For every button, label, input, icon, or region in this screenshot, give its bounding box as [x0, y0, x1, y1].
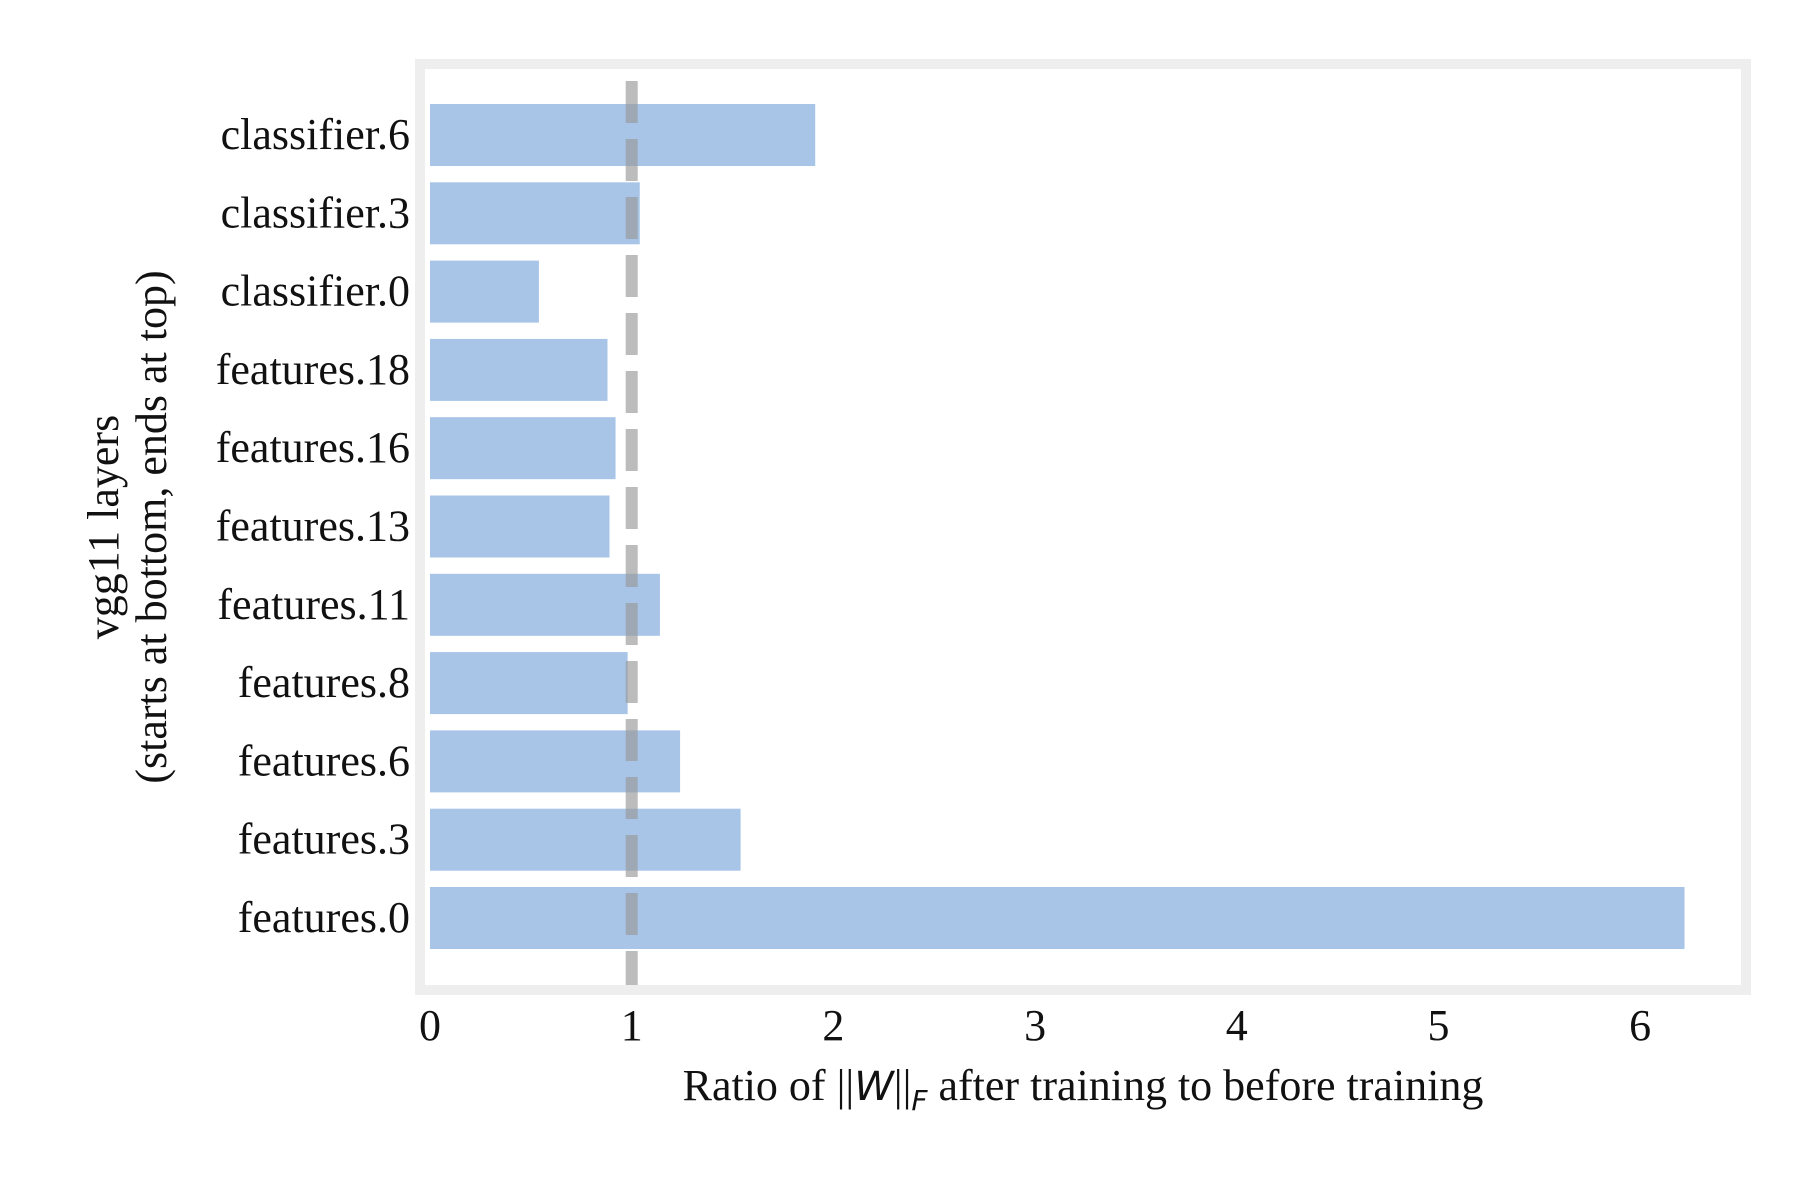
x-tick-label: 1 [621, 1001, 643, 1050]
y-tick-label: features.6 [238, 736, 410, 785]
y-tick-label: classifier.6 [221, 110, 410, 159]
y-tick-label: features.16 [216, 423, 410, 472]
y-tick-label: features.13 [216, 502, 410, 551]
y-tick-label: classifier.3 [221, 188, 410, 237]
bars-group [430, 104, 1685, 949]
y-tick-label: features.11 [217, 580, 410, 629]
x-axis-title-suffix: after training to before training [928, 1061, 1484, 1110]
y-tick-label: features.8 [238, 658, 410, 707]
y-tick-label: features.0 [238, 893, 410, 942]
x-tick-label: 4 [1226, 1001, 1248, 1050]
y-tick-labels: features.0 features.3 features.6 features.8… [216, 110, 410, 942]
bar-classifier-0 [430, 260, 539, 323]
x-tick-label: 0 [419, 1001, 441, 1050]
x-tick-label: 5 [1427, 1001, 1449, 1050]
x-axis-title-norm-var: W [854, 1064, 895, 1110]
bar-features-16 [430, 417, 616, 480]
bar-classifier-6 [430, 104, 816, 166]
bar-features-3 [430, 808, 741, 871]
x-axis-title: Ratio of ||W||F after training to before… [683, 1061, 1484, 1117]
y-tick-label: classifier.0 [221, 267, 410, 316]
x-tick-label: 2 [822, 1001, 844, 1050]
y-axis-title: vgg11 layers (starts at bottom, ends at … [79, 270, 176, 783]
x-axis-title-norm-sub: F [911, 1084, 928, 1117]
bar-features-13 [430, 495, 610, 558]
y-axis-title-line-2: (starts at bottom, ends at top) [127, 270, 176, 783]
x-tick-labels: 0 1 2 3 4 5 6 [419, 1001, 1651, 1050]
bar-features-11 [430, 573, 660, 636]
x-axis-title-norm-open: || [837, 1061, 855, 1110]
bar-classifier-3 [430, 182, 640, 245]
y-tick-label: features.18 [216, 345, 410, 394]
x-tick-label: 6 [1629, 1001, 1651, 1050]
bar-features-6 [430, 730, 681, 793]
x-tick-label: 3 [1024, 1001, 1046, 1050]
bar-features-0 [430, 887, 1685, 949]
bar-features-8 [430, 652, 628, 715]
y-tick-label: features.3 [238, 815, 410, 864]
x-axis-title-norm-close: || [894, 1061, 912, 1110]
y-axis-title-line-1: vgg11 layers [79, 415, 128, 639]
x-axis-title-prefix: Ratio of [683, 1061, 837, 1110]
bar-features-18 [430, 338, 608, 401]
